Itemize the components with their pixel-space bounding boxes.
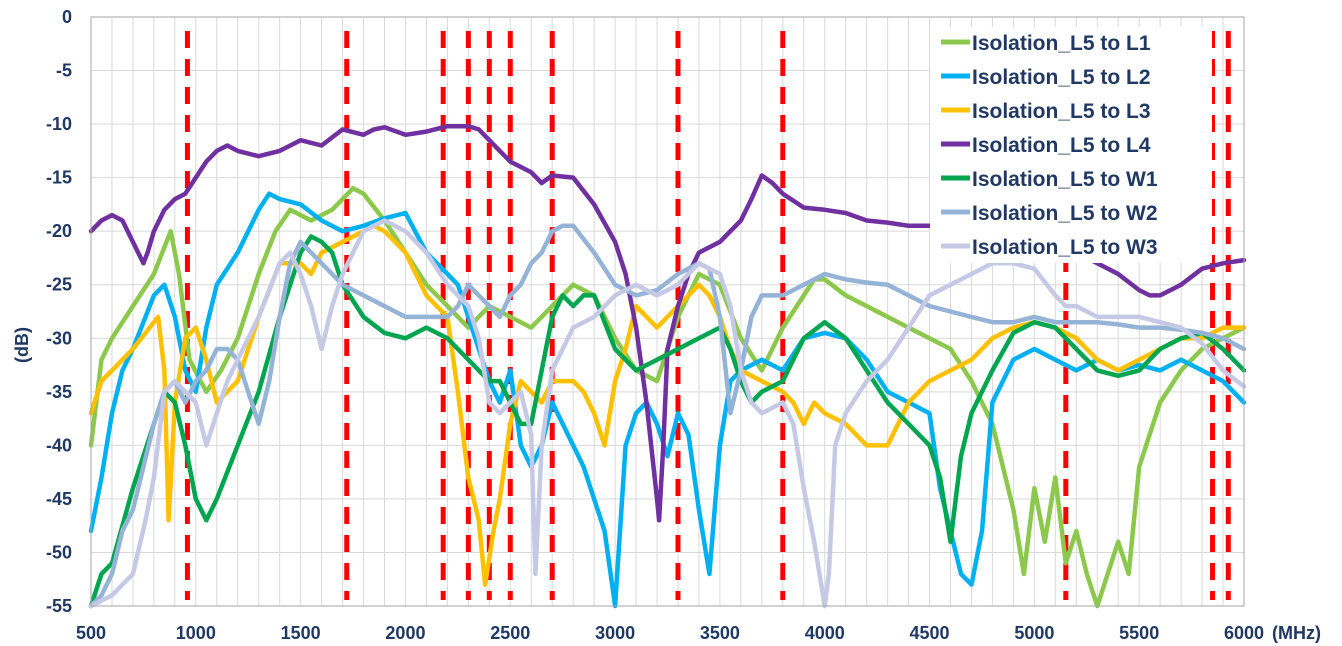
x-tick-label: 500 xyxy=(76,623,106,643)
series-line xyxy=(88,223,1247,587)
y-tick-label: -5 xyxy=(56,61,72,81)
x-tick-label: 1500 xyxy=(281,623,321,643)
plot-area-frame xyxy=(90,16,1245,607)
legend-background xyxy=(930,27,1212,263)
x-tick-label: 5000 xyxy=(1014,623,1054,643)
y-tick-label: -55 xyxy=(46,596,72,616)
legend-label: Isolation_L5 to L4 xyxy=(972,134,1151,157)
legend-label: Isolation_L5 to W3 xyxy=(972,236,1158,259)
legend-label: Isolation_L5 to W2 xyxy=(972,202,1158,225)
x-tick-label: 6000 xyxy=(1224,623,1264,643)
y-axis-ticks: 0 -5 -10 -15 -20 -25 -30 -35 -40 -45 -50 -55 xyxy=(46,7,72,616)
y-tick-label: -20 xyxy=(46,221,72,241)
legend-label: Isolation_L5 to W1 xyxy=(972,168,1158,191)
y-tick-label: -40 xyxy=(46,435,72,455)
legend: Isolation_L5 to L1 Isolation_L5 to L2 Isol… xyxy=(930,27,1212,263)
series-lines xyxy=(88,123,1247,609)
series-line xyxy=(88,234,1247,609)
x-axis-label: (MHz) xyxy=(1272,623,1321,643)
y-tick-label: -50 xyxy=(46,542,72,562)
y-tick-label: -30 xyxy=(46,328,72,348)
y-tick-label: -15 xyxy=(46,168,72,188)
x-tick-label: 3500 xyxy=(700,623,740,643)
x-tick-label: 1000 xyxy=(176,623,216,643)
legend-label: Isolation_L5 to L3 xyxy=(972,100,1151,123)
y-tick-label: 0 xyxy=(62,7,72,27)
x-tick-label: 2500 xyxy=(490,623,530,643)
y-tick-label: -35 xyxy=(46,382,72,402)
y-tick-label: -25 xyxy=(46,275,72,295)
series-line xyxy=(88,223,1247,609)
x-tick-label: 2000 xyxy=(385,623,425,643)
series-line xyxy=(88,191,1247,609)
series-line xyxy=(88,218,1247,609)
legend-label: Isolation_L5 to L2 xyxy=(972,66,1151,89)
y-tick-label: -45 xyxy=(46,489,72,509)
legend-label: Isolation_L5 to L1 xyxy=(972,32,1151,55)
x-tick-label: 4000 xyxy=(805,623,845,643)
y-tick-label: -10 xyxy=(46,114,72,134)
x-tick-label: 5500 xyxy=(1119,623,1159,643)
y-axis-label: (dB) xyxy=(12,327,32,363)
x-tick-label: 3000 xyxy=(595,623,635,643)
x-axis-ticks: 500 1000 1500 2000 2500 3000 3500 4000 4500 5000 5… xyxy=(76,623,1264,643)
x-tick-label: 4500 xyxy=(910,623,950,643)
